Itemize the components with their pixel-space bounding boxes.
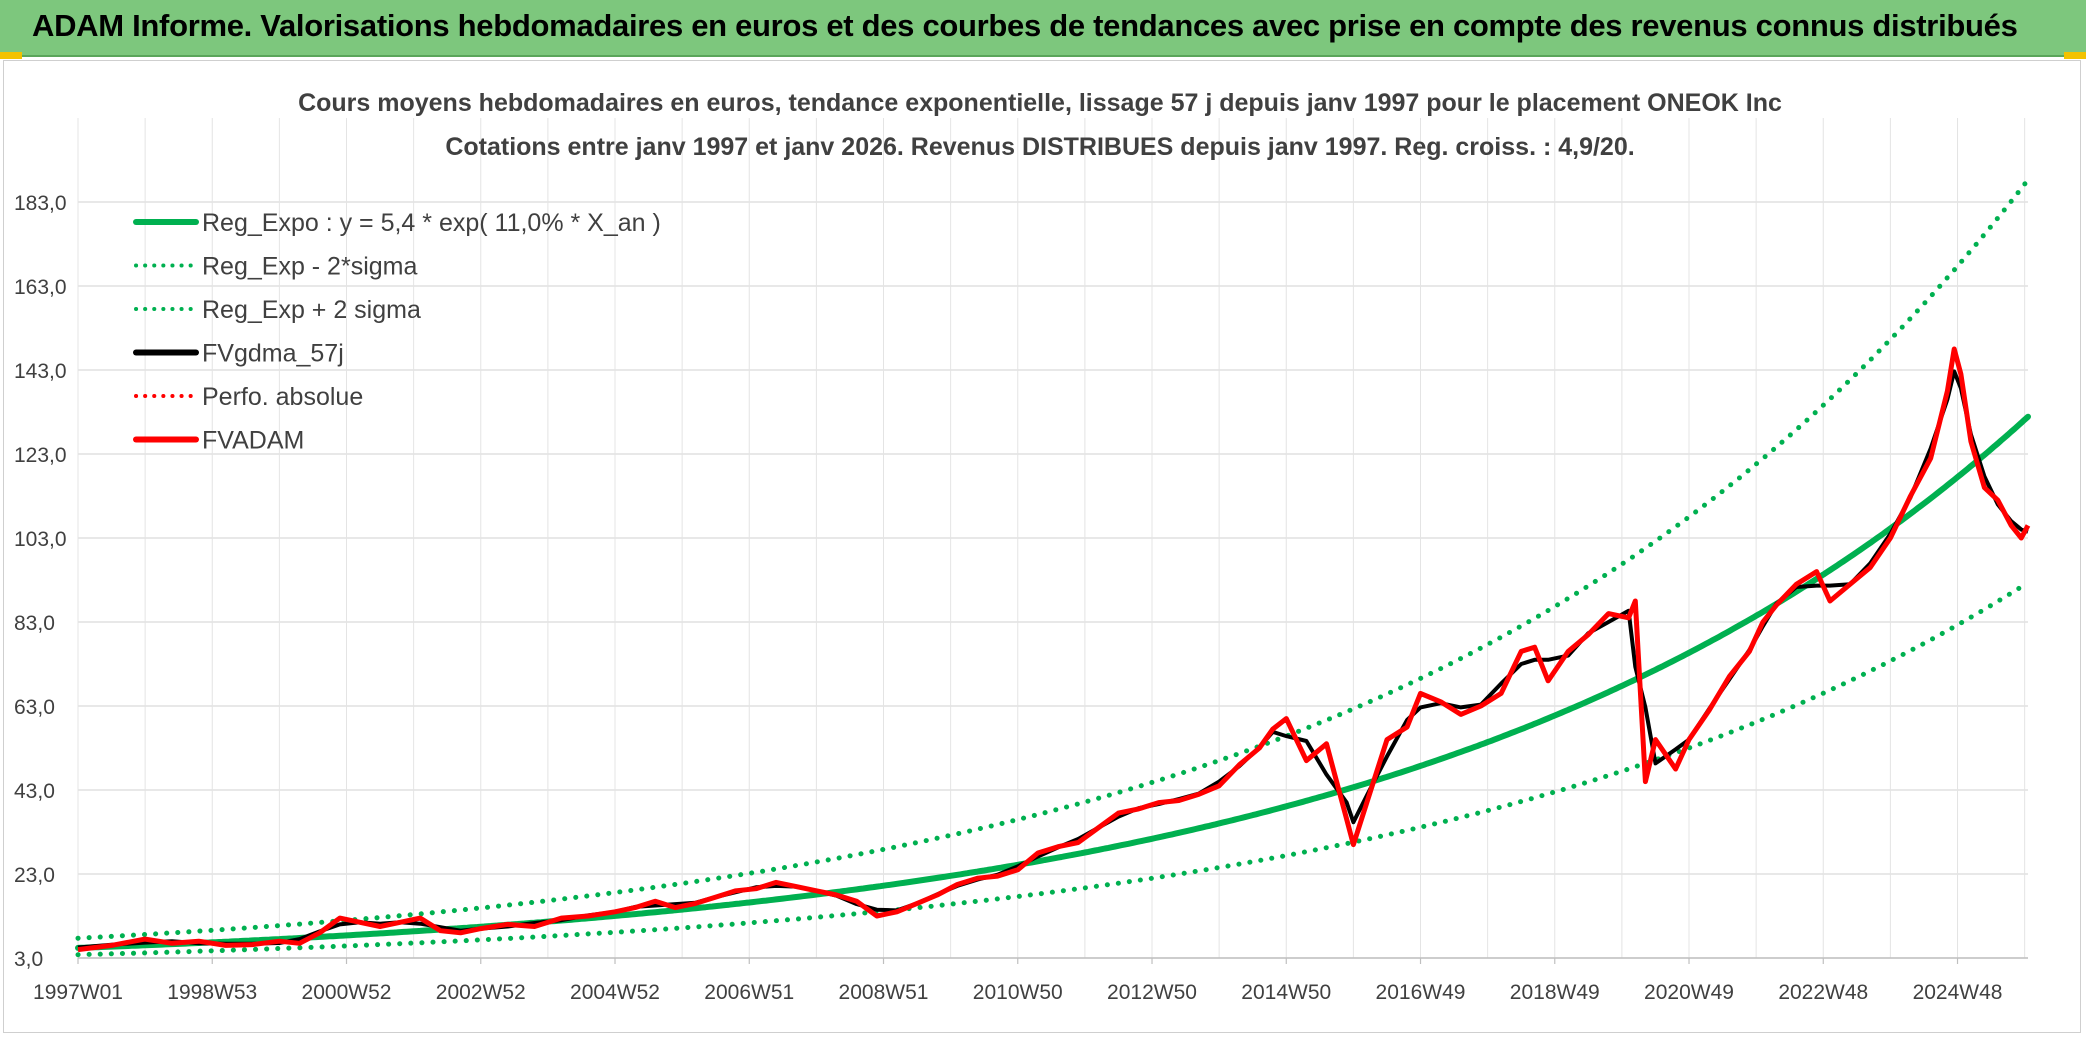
report-banner: ADAM Informe. Valorisations hebdomadaire… bbox=[0, 0, 2086, 57]
y-tick-label: 103,0 bbox=[14, 528, 67, 551]
banner-title: ADAM Informe. Valorisations hebdomadaire… bbox=[32, 8, 2018, 43]
banner-corner-left bbox=[0, 52, 22, 59]
x-tick-label: 2014W50 bbox=[1241, 981, 1331, 1004]
legend-label: Reg_Expo : y = 5,4 * exp( 11,0% * X_an ) bbox=[202, 209, 661, 237]
chart-subtitle: Cotations entre janv 1997 et janv 2026. … bbox=[445, 133, 1634, 161]
x-tick-label: 2020W49 bbox=[1644, 981, 1734, 1004]
y-axis-ticks: 3,0 23,0 43,0 63,0 83,0 103,0 123,0 143,0 163,0 1… bbox=[14, 192, 67, 971]
y-tick-label: 43,0 bbox=[14, 780, 55, 803]
y-tick-label: 123,0 bbox=[14, 444, 67, 467]
series-fvadam bbox=[77, 346, 2031, 953]
x-tick-label: 1998W53 bbox=[167, 981, 257, 1004]
x-tick-label: 2004W52 bbox=[570, 981, 660, 1004]
banner-corner-right bbox=[2064, 52, 2086, 59]
y-tick-label: 63,0 bbox=[14, 696, 55, 719]
x-tick-label: 2010W50 bbox=[973, 981, 1063, 1004]
x-tick-label: 2002W52 bbox=[436, 981, 526, 1004]
legend-label: Perfo. absolue bbox=[202, 383, 363, 411]
y-tick-label: 143,0 bbox=[14, 360, 67, 383]
x-tick-label: 1997W01 bbox=[33, 981, 123, 1004]
x-tick-label: 2024W48 bbox=[1913, 981, 2003, 1004]
x-tick-label: 2016W49 bbox=[1376, 981, 1466, 1004]
x-tick-label: 2012W50 bbox=[1107, 981, 1197, 1004]
y-tick-label: 83,0 bbox=[14, 612, 55, 635]
chart-title: Cours moyens hebdomadaires en euros, ten… bbox=[298, 89, 1782, 117]
x-tick-label: 2006W51 bbox=[704, 981, 794, 1004]
x-tick-label: 2018W49 bbox=[1510, 981, 1600, 1004]
series-reg-plus-2sigma bbox=[75, 177, 2031, 941]
x-tick-label: 2022W48 bbox=[1778, 981, 1868, 1004]
legend-label: Reg_Exp + 2 sigma bbox=[202, 296, 421, 324]
series-reg-minus-2sigma bbox=[75, 580, 2031, 958]
y-tick-label: 183,0 bbox=[14, 192, 67, 215]
y-tick-label: 23,0 bbox=[14, 864, 55, 887]
legend-label: FVgdma_57j bbox=[202, 340, 344, 368]
legend: Reg_Expo : y = 5,4 * exp( 11,0% * X_an )… bbox=[133, 209, 661, 455]
y-tick-label: 3,0 bbox=[14, 948, 43, 971]
grid bbox=[77, 118, 2028, 959]
legend-label: Reg_Exp - 2*sigma bbox=[202, 253, 417, 281]
x-axis-ticks: 1997W01 1998W53 2000W52 2002W52 2004W52 2006W… bbox=[33, 958, 2002, 1004]
y-tick-label: 163,0 bbox=[14, 276, 67, 299]
series-lines bbox=[75, 177, 2031, 958]
legend-label: FVADAM bbox=[202, 427, 304, 455]
chart-frame bbox=[3, 60, 2081, 1033]
series-reg-expo bbox=[75, 413, 2031, 951]
x-tick-label: 2008W51 bbox=[839, 981, 929, 1004]
x-tick-label: 2000W52 bbox=[302, 981, 392, 1004]
